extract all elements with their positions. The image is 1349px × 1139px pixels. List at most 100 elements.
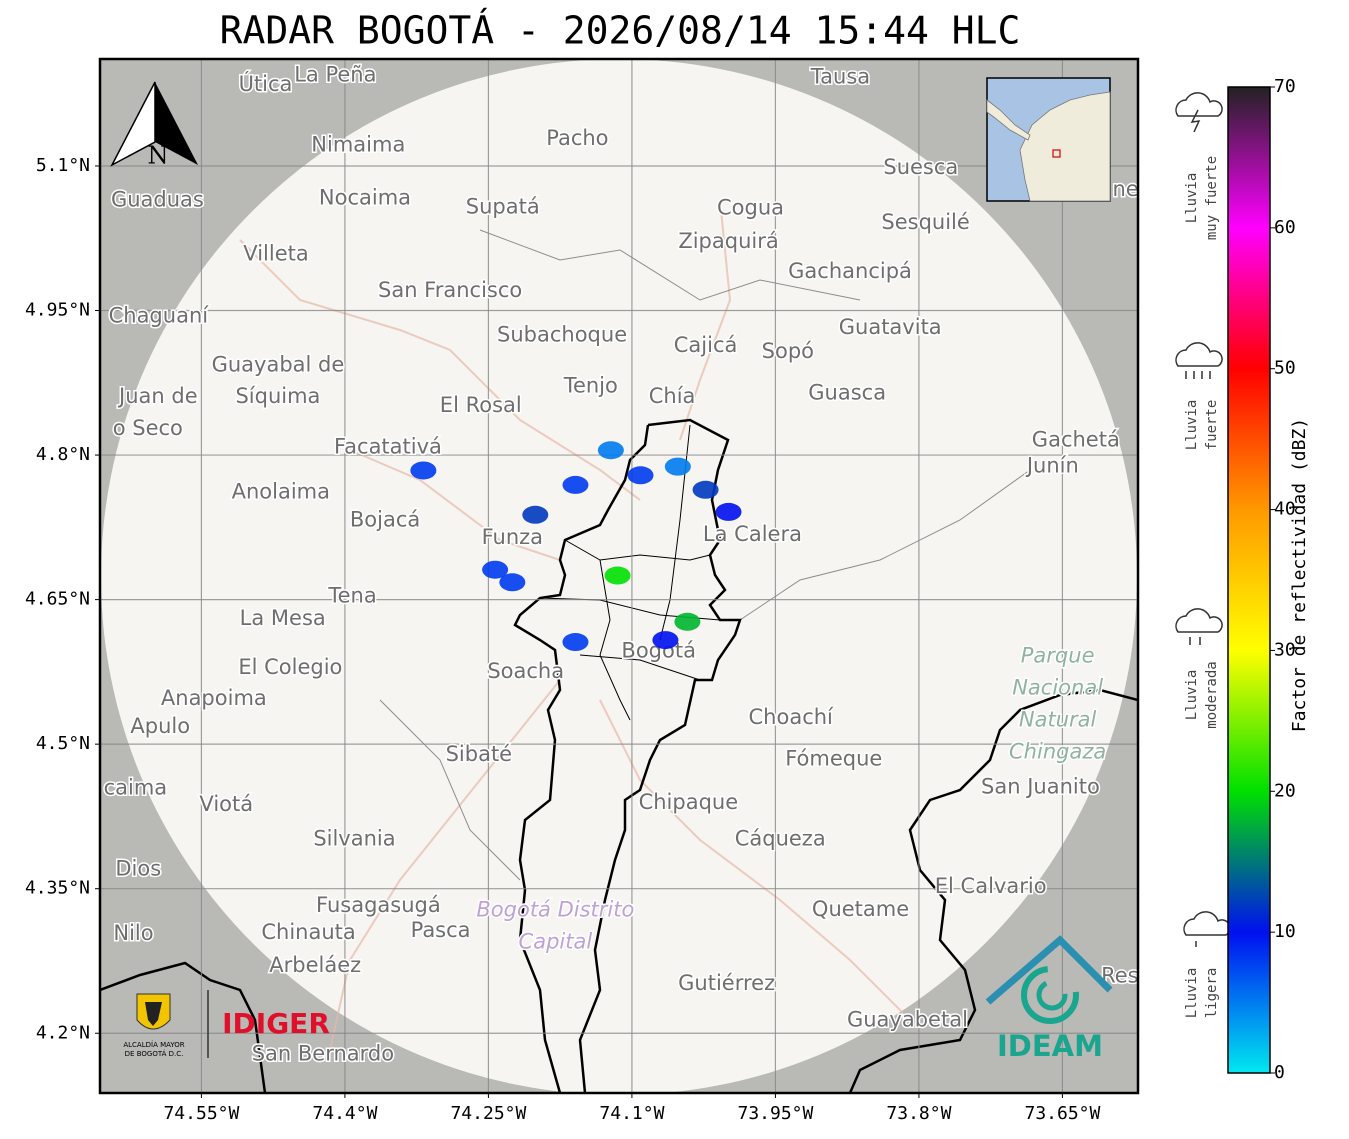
colorbar-tick-label: 70	[1274, 76, 1296, 97]
colorbar-tick-label: 0	[1274, 1062, 1285, 1083]
axis-ticks: 74.55°W 74.4°W 74.25°W 74.1°W 73.95°W 73.8°W 7…	[25, 59, 1138, 1124]
rain-level-label: Lluvia	[1184, 670, 1200, 721]
place-label: Junín	[1025, 454, 1079, 478]
place-label: Chinauta	[261, 920, 355, 944]
echo	[674, 612, 701, 631]
y-tick-label: 4.95°N	[25, 300, 90, 321]
echo	[692, 480, 719, 499]
colorbar-tick-label: 20	[1274, 780, 1296, 801]
x-tick-label: 74.4°W	[312, 1103, 377, 1124]
x-tick-label: 74.1°W	[599, 1103, 664, 1124]
place-label: Tausa	[810, 64, 870, 88]
echo	[664, 457, 691, 476]
place-label: Funza	[482, 525, 543, 549]
place-label: Útica	[239, 71, 293, 96]
place-label: Gutiérrez	[678, 971, 775, 995]
north-arrow: N	[110, 81, 198, 170]
place-label: Sesquilé	[881, 210, 969, 234]
alcaldia-text: ALCALDÍA MAYOR	[123, 1040, 184, 1049]
place-label: Guaduas	[111, 188, 204, 212]
place-label: Juan de	[117, 384, 198, 408]
place-label: San Juanito	[981, 775, 1100, 799]
place-label: Tena	[327, 584, 376, 608]
roads	[239, 199, 921, 1051]
place-label: Facatativá	[334, 434, 442, 458]
x-tick-label: 73.8°W	[886, 1103, 951, 1124]
place-label: Pasca	[411, 918, 471, 942]
area-label: Parque	[1021, 644, 1095, 668]
x-tick-label: 74.55°W	[163, 1103, 239, 1124]
place-label: El Calvario	[935, 874, 1047, 898]
place-label: Suesca	[883, 155, 958, 179]
colorbar-tick-label: 50	[1274, 358, 1296, 379]
radar-echoes	[410, 441, 742, 652]
place-label: Choachí	[749, 705, 835, 729]
echo	[522, 505, 549, 524]
y-tick-label: 4.65°N	[25, 589, 90, 610]
area-label: Bogotá Distrito	[476, 897, 634, 921]
place-label: Villeta	[243, 242, 308, 266]
area-label: Chingaza	[1009, 740, 1106, 764]
place-label: Sopó	[762, 339, 814, 363]
place-label: Cogua	[717, 195, 784, 219]
place-label: o Seco	[113, 416, 183, 440]
ideam-text: IDEAM	[997, 1029, 1103, 1063]
x-tick-label: 73.65°W	[1024, 1103, 1100, 1124]
department-boundaries	[100, 418, 1138, 1093]
place-label: El Rosal	[440, 393, 522, 417]
place-label: La Calera	[703, 522, 802, 546]
place-label: La Mesa	[240, 606, 326, 630]
rain-level-label: fuerte	[1204, 400, 1220, 451]
place-label: Nilo	[113, 921, 153, 945]
colorbar: 0 10 20 30 40 50 60 70 Factor de reflectividad (…	[1227, 76, 1310, 1083]
echo	[562, 475, 589, 494]
inset-map	[986, 77, 1111, 202]
rain-level-label: muy fuerte	[1204, 156, 1220, 240]
rain-level-label: Lluvia	[1184, 400, 1200, 451]
place-label: Cáqueza	[735, 827, 826, 851]
area-label: Capital	[519, 929, 593, 953]
echo	[715, 502, 742, 521]
colorbar-fill	[1227, 86, 1271, 1074]
colorbar-tick-label: 40	[1274, 499, 1296, 520]
place-label: Dios	[115, 856, 161, 880]
ideam-logo: IDEAM	[985, 935, 1113, 1063]
y-tick-label: 4.8°N	[36, 444, 90, 465]
area-label: Natural	[1019, 708, 1097, 732]
admin-boundaries	[379, 229, 1031, 881]
place-label: Chía	[649, 384, 696, 408]
place-label: Chipaque	[639, 790, 739, 814]
x-tick-label: 73.95°W	[737, 1103, 813, 1124]
place-label: Cajicá	[674, 333, 738, 357]
place-labels: Útica La Peña Tausa Nimaima Pacho Guaduas Noca…	[102, 61, 1138, 1067]
place-label: Síquima	[235, 384, 320, 408]
place-label: Tenjo	[563, 374, 618, 398]
place-label: Fusagasugá	[316, 893, 441, 917]
place-label: Anolaima	[232, 480, 330, 504]
alcaldia-text: DE BOGOTÁ D.C.	[125, 1049, 184, 1058]
place-label: Sibaté	[446, 742, 513, 766]
echo	[499, 573, 526, 592]
place-label: Subachoque	[497, 323, 627, 347]
colorbar-tick-label: 60	[1274, 217, 1296, 238]
place-label: Chaguaní	[109, 303, 210, 327]
place-label: El Colegio	[238, 655, 342, 679]
rain-level-label: moderada	[1204, 661, 1220, 728]
echo	[604, 566, 631, 585]
place-label: Nimaima	[311, 133, 405, 157]
echo	[627, 466, 654, 485]
idiger-logo: IDIGER	[222, 1007, 330, 1040]
y-tick-label: 4.2°N	[36, 1022, 90, 1043]
alcaldia-logo: ALCALDÍA MAYOR DE BOGOTÁ D.C.	[123, 990, 209, 1058]
echo	[410, 461, 437, 480]
rain-icons	[1175, 92, 1231, 947]
y-tick-label: 5.1°N	[36, 155, 90, 176]
place-label: Arbeláez	[269, 953, 361, 977]
colorbar-label: Factor de reflectividad (dBZ)	[1289, 418, 1310, 732]
place-label: Pacho	[546, 126, 608, 150]
place-label: Guayabetal	[847, 1008, 968, 1032]
place-label: Bojacá	[350, 508, 420, 532]
colorbar-tick-label: 10	[1274, 921, 1296, 942]
